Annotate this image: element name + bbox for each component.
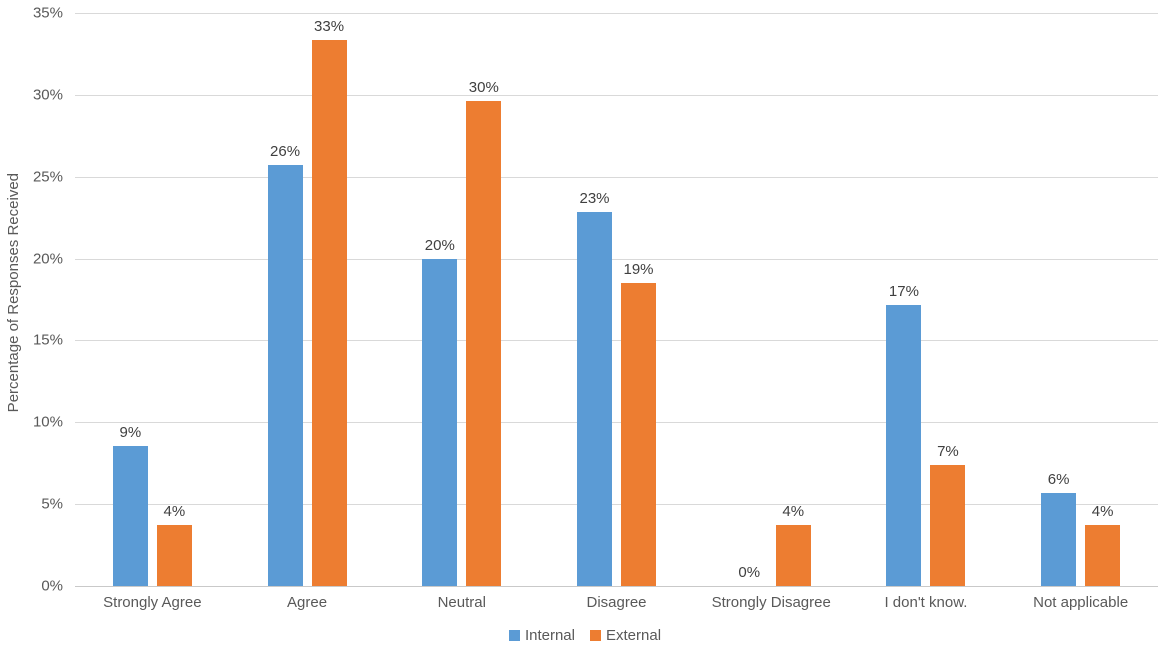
data-label-external-disagree: 19% <box>623 260 654 278</box>
data-label-internal-neutral: 20% <box>424 236 455 254</box>
y-tick-label-35: 35% <box>32 4 63 22</box>
data-label-internal-agree: 26% <box>270 143 301 161</box>
legend: Internal External <box>0 627 1170 644</box>
data-label-external-strongly-agree: 4% <box>163 503 186 521</box>
data-label-internal-not-applicable: 6% <box>1047 470 1070 488</box>
y-tick-label-25: 25% <box>32 168 63 186</box>
x-axis-label-neutral: Neutral <box>437 594 486 611</box>
y-tick-label-0: 0% <box>41 577 63 595</box>
gridline-0 <box>75 586 1158 587</box>
bar-external-not-applicable <box>1085 525 1121 586</box>
data-label-internal-i-don-t-know: 17% <box>888 283 919 301</box>
data-label-internal-strongly-disagree: 0% <box>738 564 761 581</box>
bar-internal-i-don-t-know <box>886 305 922 586</box>
bar-internal-not-applicable <box>1041 492 1077 586</box>
data-label-external-strongly-disagree: 4% <box>782 503 805 521</box>
legend-item-internal: Internal <box>508 627 575 644</box>
gridline-30 <box>75 94 1158 96</box>
legend-swatch-icon-external <box>590 630 601 641</box>
legend-label-internal: Internal <box>524 627 575 644</box>
gridline-10 <box>75 422 1158 424</box>
gridline-15 <box>75 340 1158 342</box>
x-axis-label-not-applicable: Not applicable <box>1033 594 1129 611</box>
bar-internal-strongly-agree <box>112 445 148 586</box>
data-label-external-agree: 33% <box>314 18 345 36</box>
bar-external-strongly-disagree <box>775 525 811 586</box>
bar-internal-agree <box>267 165 303 586</box>
y-tick-label-30: 30% <box>32 86 63 104</box>
y-tick-label-20: 20% <box>32 250 63 268</box>
data-label-external-not-applicable: 4% <box>1091 503 1114 521</box>
gridline-35 <box>75 13 1158 14</box>
gridline-20 <box>75 258 1158 260</box>
legend-item-external: External <box>590 627 661 644</box>
y-tick-label-10: 10% <box>32 413 63 431</box>
x-axis-label-disagree: Disagree <box>586 594 647 611</box>
data-label-internal-strongly-agree: 9% <box>119 423 142 441</box>
bar-external-i-don-t-know <box>930 464 966 586</box>
y-axis-title: Percentage of Responses Received <box>4 173 22 413</box>
bar-external-strongly-agree <box>156 525 192 586</box>
bar-external-neutral <box>466 100 502 586</box>
x-axis-label-agree: Agree <box>287 594 328 611</box>
gridline-25 <box>75 176 1158 178</box>
y-tick-label-5: 5% <box>41 495 63 513</box>
gridline-5 <box>75 504 1158 506</box>
y-tick-label-15: 15% <box>32 331 63 349</box>
data-label-external-neutral: 30% <box>468 78 499 96</box>
data-label-internal-disagree: 23% <box>579 189 610 207</box>
x-axis-label-i-don-t-know: I don't know. <box>884 594 968 611</box>
x-axis-label-strongly-agree: Strongly Agree <box>103 594 202 611</box>
data-label-external-i-don-t-know: 7% <box>937 442 959 460</box>
legend-swatch-icon-internal <box>508 630 520 641</box>
legend-label-external: External <box>606 627 662 644</box>
bar-external-agree <box>311 40 347 586</box>
x-axis-label-strongly-disagree: Strongly Disagree <box>711 594 831 611</box>
bar-internal-neutral <box>422 258 458 586</box>
bar-external-disagree <box>621 282 656 586</box>
bar-internal-disagree <box>577 211 612 586</box>
